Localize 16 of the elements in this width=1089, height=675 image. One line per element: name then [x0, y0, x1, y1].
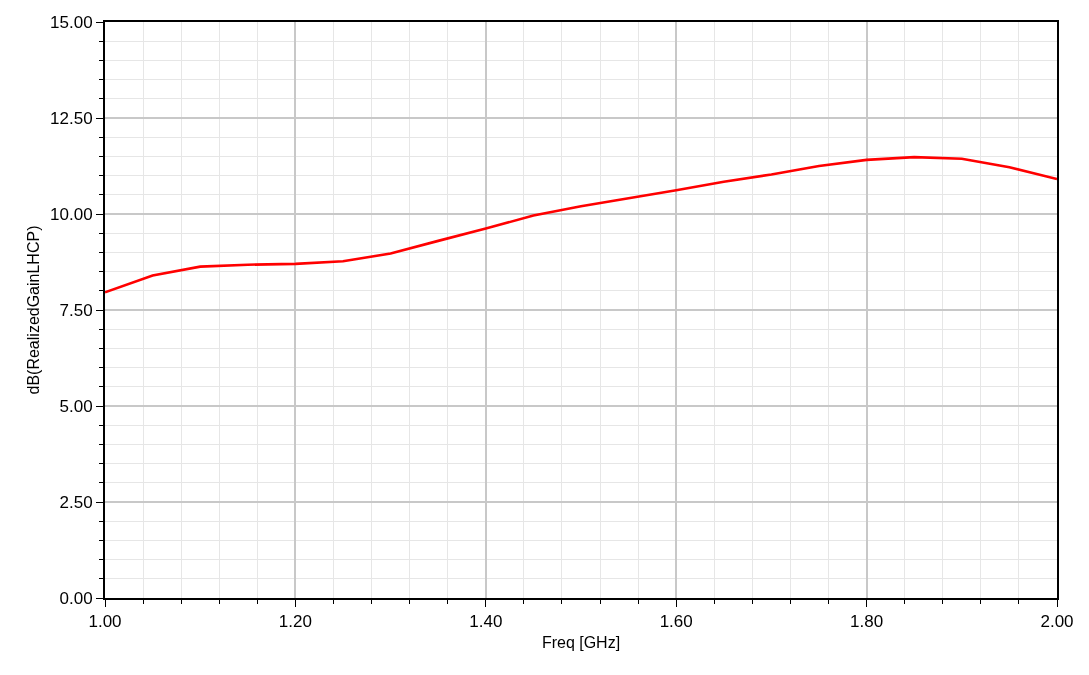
x-tick-label: 2.00 [1040, 612, 1074, 632]
y-tick-label: 2.50 [59, 492, 93, 512]
x-axis-title: Freq [GHz] [541, 633, 621, 651]
x-tick-label: 1.40 [469, 612, 503, 632]
y-tick-label: 5.00 [59, 396, 93, 416]
x-tick-label: 1.80 [850, 612, 884, 632]
x-tick-label: 1.20 [278, 612, 312, 632]
y-tick-label: 10.00 [50, 204, 93, 224]
y-tick-label: 12.50 [50, 108, 93, 128]
y-tick-label: 0.00 [59, 588, 93, 608]
x-tick-label: 1.60 [659, 612, 693, 632]
x-tick-label: 1.00 [88, 612, 122, 632]
y-tick-label: 15.00 [50, 12, 93, 32]
y-axis-title: dB(RealizedGainLHCP) [25, 225, 43, 395]
y-tick-label: 7.50 [59, 300, 93, 320]
line-series [105, 155, 1057, 294]
